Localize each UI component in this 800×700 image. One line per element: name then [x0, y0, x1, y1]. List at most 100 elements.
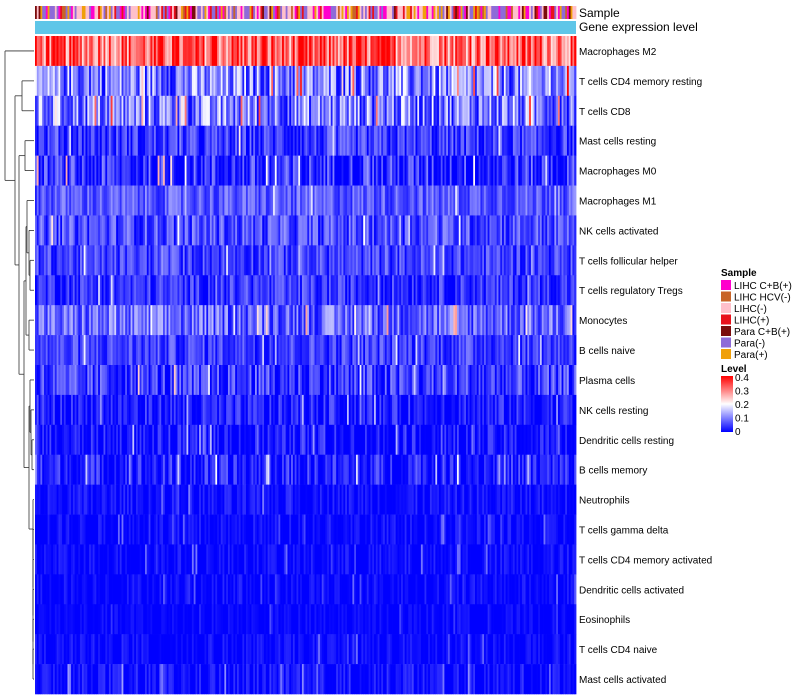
heatmap-cell [529, 335, 532, 366]
heatmap-cell [121, 185, 124, 216]
heatmap-cell [154, 155, 157, 186]
heatmap-cell [58, 394, 61, 426]
heatmap-cell [90, 484, 94, 515]
heatmap-cell [170, 365, 173, 396]
heatmap-cell [469, 65, 472, 97]
heatmap-cell [392, 155, 395, 186]
heatmap-cell [71, 365, 74, 396]
heatmap-cell [568, 65, 571, 97]
heatmap-cell [146, 365, 150, 396]
heatmap-cell [429, 365, 433, 396]
heatmap-cell [471, 155, 474, 186]
heatmap-cell [480, 335, 483, 366]
heatmap-cell [509, 305, 512, 336]
heatmap-cell [417, 155, 420, 186]
heatmap-cell [236, 125, 240, 156]
heatmap-cell [388, 125, 391, 156]
heatmap-cell [422, 454, 425, 485]
heatmap-cell [301, 155, 305, 186]
heatmap-cell [229, 365, 232, 396]
heatmap-cell [476, 36, 480, 67]
heatmap-cell [63, 365, 67, 396]
heatmap-cell [354, 155, 357, 186]
heatmap-cell [301, 215, 305, 246]
heatmap-cell [56, 305, 59, 336]
heatmap-cell [168, 185, 171, 216]
heatmap-cell [484, 155, 487, 186]
heatmap-cell [574, 275, 577, 306]
heatmap-cell [172, 335, 175, 366]
heatmap-cell [487, 454, 490, 485]
heatmap-cell [139, 95, 142, 127]
heatmap-cell [568, 95, 571, 127]
heatmap-cell [175, 424, 178, 456]
heatmap-cell [334, 305, 337, 336]
heatmap-cell [521, 424, 525, 456]
heatmap-cell [132, 365, 135, 396]
heatmap-cell [496, 65, 499, 97]
heatmap-cell [410, 275, 413, 306]
heatmap-cell [112, 185, 115, 216]
heatmap-cell [206, 95, 209, 127]
heatmap-cell [381, 215, 384, 246]
heatmap-cell [51, 65, 54, 97]
heatmap-cell [112, 484, 115, 515]
heatmap-cell [45, 215, 49, 246]
heatmap-cell [134, 484, 137, 515]
heatmap-cell [496, 95, 499, 127]
heatmap-cell [202, 65, 205, 97]
heatmap-cell [42, 185, 45, 216]
heatmap-cell [300, 185, 303, 216]
sample-cell [428, 6, 431, 19]
heatmap-cell [195, 484, 198, 515]
heatmap-cell [236, 245, 240, 276]
heatmap-cell [325, 36, 328, 67]
heatmap-cell [547, 335, 550, 366]
heatmap-cell [444, 245, 447, 276]
heatmap-cell [242, 155, 245, 186]
sample-cell [467, 6, 470, 19]
heatmap-cell [150, 305, 153, 336]
heatmap-cell [177, 245, 180, 276]
heatmap-cell [170, 275, 173, 306]
heatmap-cell [541, 155, 544, 186]
heatmap-cell [359, 275, 362, 306]
heatmap-cell [56, 95, 59, 127]
heatmap-cell [96, 394, 99, 426]
heatmap-cell [54, 484, 58, 515]
heatmap-cell [53, 275, 56, 306]
heatmap-cell [319, 365, 323, 396]
heatmap-cell [182, 484, 186, 515]
heatmap-cell [343, 65, 346, 97]
heatmap-cell [58, 454, 61, 485]
heatmap-cell [132, 245, 135, 276]
heatmap-cell [464, 365, 467, 396]
heatmap-cell [121, 36, 124, 67]
heatmap-cell [485, 65, 489, 97]
heatmap-cell [348, 335, 351, 366]
heatmap-cell [527, 454, 530, 485]
heatmap-cell [130, 424, 133, 456]
heatmap-cell [309, 215, 312, 246]
heatmap-cell [287, 95, 290, 127]
heatmap-cell [135, 365, 139, 396]
heatmap-cell [325, 65, 328, 97]
heatmap-cell [110, 65, 113, 97]
heatmap-cell [105, 155, 108, 186]
heatmap-cell [262, 36, 265, 67]
heatmap-cell [303, 424, 306, 456]
heatmap-cell [96, 424, 99, 456]
heatmap-cell [181, 155, 184, 186]
heatmap-cell [388, 65, 391, 97]
heatmap-cell [438, 185, 442, 216]
heatmap-cell [150, 365, 153, 396]
heatmap-cell [54, 155, 58, 186]
heatmap-cell [566, 365, 570, 396]
heatmap-cell [386, 245, 389, 276]
heatmap-cell [370, 36, 373, 67]
heatmap-cell [80, 65, 83, 97]
heatmap-cell [525, 305, 528, 336]
heatmap-cell [121, 65, 124, 97]
heatmap-cell [255, 185, 258, 216]
